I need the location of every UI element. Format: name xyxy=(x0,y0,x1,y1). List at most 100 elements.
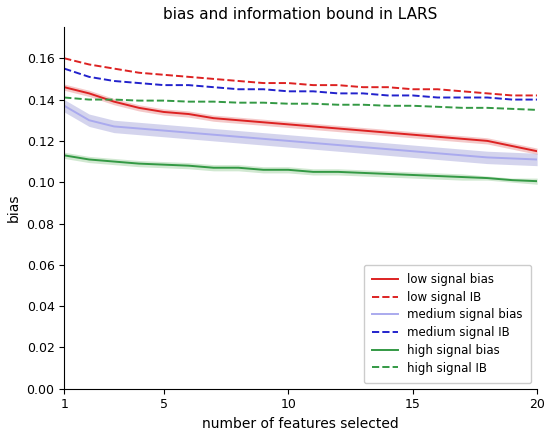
medium signal bias xyxy=(385,147,391,152)
medium signal bias xyxy=(260,136,267,141)
low signal bias xyxy=(335,126,341,131)
Line: low signal bias: low signal bias xyxy=(64,87,537,151)
high signal IB xyxy=(434,104,441,110)
low signal bias xyxy=(310,124,316,129)
low signal IB xyxy=(359,85,366,90)
low signal bias xyxy=(285,122,291,127)
low signal IB xyxy=(335,82,341,88)
medium signal IB xyxy=(410,93,416,98)
medium signal bias xyxy=(61,103,67,108)
high signal bias xyxy=(235,165,242,170)
low signal bias xyxy=(509,143,516,148)
medium signal IB xyxy=(86,74,92,79)
medium signal bias xyxy=(484,155,491,160)
high signal bias xyxy=(260,167,267,173)
low signal IB xyxy=(509,93,516,98)
high signal bias xyxy=(86,157,92,162)
low signal IB xyxy=(210,76,217,81)
low signal bias xyxy=(61,85,67,90)
high signal IB xyxy=(61,95,67,100)
medium signal bias xyxy=(86,118,92,123)
high signal bias xyxy=(335,169,341,174)
medium signal IB xyxy=(136,81,142,86)
low signal IB xyxy=(434,87,441,92)
low signal IB xyxy=(484,91,491,96)
low signal bias xyxy=(484,138,491,144)
high signal bias xyxy=(385,171,391,177)
low signal bias xyxy=(260,120,267,125)
high signal IB xyxy=(235,100,242,105)
high signal bias xyxy=(410,172,416,177)
high signal bias xyxy=(484,176,491,181)
medium signal bias xyxy=(359,145,366,150)
high signal bias xyxy=(459,174,466,180)
medium signal bias xyxy=(161,128,167,133)
medium signal bias xyxy=(310,140,316,145)
low signal bias xyxy=(385,130,391,135)
medium signal IB xyxy=(310,88,316,94)
high signal IB xyxy=(484,105,491,110)
medium signal bias xyxy=(509,156,516,161)
low signal IB xyxy=(86,62,92,67)
high signal bias xyxy=(61,153,67,158)
low signal bias xyxy=(235,118,242,123)
high signal bias xyxy=(111,159,118,164)
high signal IB xyxy=(185,99,192,104)
high signal IB xyxy=(111,97,118,102)
medium signal bias xyxy=(335,142,341,148)
medium signal bias xyxy=(136,126,142,131)
medium signal IB xyxy=(459,95,466,100)
low signal IB xyxy=(260,81,267,86)
high signal bias xyxy=(434,173,441,179)
Line: high signal bias: high signal bias xyxy=(64,155,537,181)
medium signal bias xyxy=(235,134,242,139)
low signal bias xyxy=(210,116,217,121)
Legend: low signal bias, low signal IB, medium signal bias, medium signal IB, high signa: low signal bias, low signal IB, medium s… xyxy=(364,265,531,383)
low signal IB xyxy=(534,93,540,98)
Title: bias and information bound in LARS: bias and information bound in LARS xyxy=(163,7,438,22)
high signal bias xyxy=(359,170,366,176)
medium signal IB xyxy=(185,82,192,88)
low signal bias xyxy=(359,128,366,133)
Line: high signal IB: high signal IB xyxy=(64,98,537,110)
high signal bias xyxy=(185,163,192,168)
high signal IB xyxy=(459,105,466,110)
medium signal IB xyxy=(161,82,167,88)
low signal bias xyxy=(434,134,441,139)
low signal IB xyxy=(61,56,67,61)
high signal IB xyxy=(260,100,267,105)
medium signal bias xyxy=(185,130,192,135)
Line: medium signal IB: medium signal IB xyxy=(64,69,537,99)
Line: medium signal bias: medium signal bias xyxy=(64,106,537,159)
high signal IB xyxy=(210,99,217,104)
low signal IB xyxy=(459,88,466,94)
low signal IB xyxy=(111,66,118,71)
medium signal IB xyxy=(260,87,267,92)
high signal bias xyxy=(310,169,316,174)
low signal IB xyxy=(310,82,316,88)
high signal IB xyxy=(385,103,391,108)
medium signal IB xyxy=(359,91,366,96)
high signal bias xyxy=(136,161,142,166)
high signal bias xyxy=(161,162,167,167)
high signal IB xyxy=(335,102,341,107)
high signal IB xyxy=(161,98,167,103)
high signal bias xyxy=(210,165,217,170)
Line: low signal IB: low signal IB xyxy=(64,58,537,95)
low signal bias xyxy=(136,105,142,110)
medium signal IB xyxy=(335,91,341,96)
low signal bias xyxy=(161,110,167,115)
high signal bias xyxy=(509,177,516,183)
high signal IB xyxy=(310,101,316,106)
low signal IB xyxy=(285,81,291,86)
low signal IB xyxy=(161,72,167,78)
high signal IB xyxy=(86,97,92,102)
low signal IB xyxy=(185,74,192,79)
X-axis label: number of features selected: number of features selected xyxy=(202,417,399,431)
medium signal IB xyxy=(484,95,491,100)
low signal bias xyxy=(185,111,192,117)
high signal IB xyxy=(359,102,366,107)
medium signal bias xyxy=(459,153,466,158)
high signal IB xyxy=(285,101,291,106)
low signal IB xyxy=(410,87,416,92)
